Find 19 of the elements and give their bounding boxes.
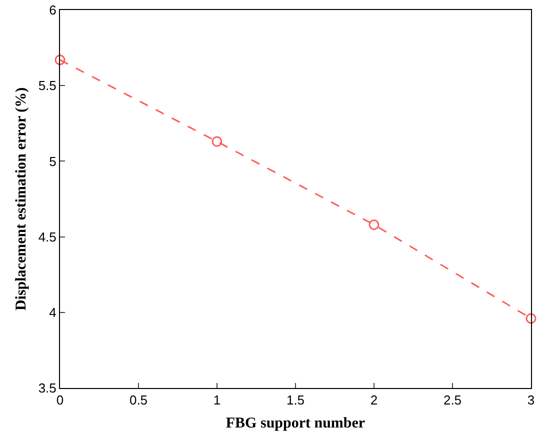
x-tick-label: 2.5 bbox=[443, 392, 462, 408]
x-tick-label: 2 bbox=[370, 392, 378, 408]
point bbox=[368, 219, 380, 230]
point bbox=[212, 136, 222, 147]
x-tick-label: 1 bbox=[213, 392, 221, 408]
y-tick-label: 5.5 bbox=[38, 78, 56, 94]
y-axis-title: Displacement estimation error (%) bbox=[14, 87, 30, 311]
y-tick-label: 4.5 bbox=[38, 229, 56, 244]
y-tick-label: 4 bbox=[49, 304, 56, 320]
point bbox=[54, 54, 66, 66]
x-tick-label: 1.5 bbox=[286, 392, 305, 408]
x-tick-label: 3 bbox=[527, 392, 535, 408]
x-tick-label: 0.5 bbox=[129, 392, 148, 408]
x-axis-title: FBG support number bbox=[226, 416, 366, 432]
point bbox=[526, 313, 536, 324]
y-tick-label: 6 bbox=[49, 2, 56, 18]
y-tick-label: 5 bbox=[49, 154, 56, 169]
y-tick-label: 3.5 bbox=[38, 380, 56, 396]
x-tick-label: 0 bbox=[56, 392, 64, 408]
